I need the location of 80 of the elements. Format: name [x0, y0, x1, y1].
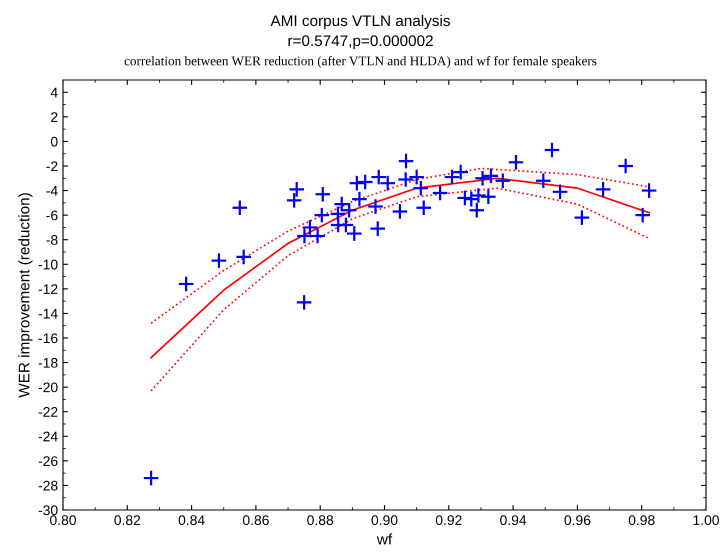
point	[142, 470, 160, 486]
y-tick-label: -24	[38, 432, 58, 442]
y-tick-label: -26	[38, 456, 58, 466]
y-tick-label: -2	[46, 161, 58, 172]
x-tick-label: 0.82	[114, 515, 140, 526]
point	[356, 174, 374, 190]
point	[296, 294, 313, 311]
point	[314, 186, 332, 203]
x-axis-title: wf	[376, 533, 392, 544]
point	[333, 196, 350, 212]
point	[210, 252, 228, 269]
text: correlation between WER reduction (after VTLN and HLDA) and wf for female speakers	[124, 56, 596, 68]
point	[432, 184, 449, 202]
point	[288, 180, 306, 198]
y-tick-label: -14	[38, 308, 58, 318]
y-axis-title: WER improvement (reduction)	[18, 193, 33, 398]
point	[338, 216, 354, 234]
y-tick-label: -22	[38, 407, 58, 417]
x-tick-label: 0.92	[436, 515, 462, 526]
point	[348, 174, 366, 192]
point	[313, 206, 330, 224]
line-series	[150, 168, 650, 324]
y-tick-label: 0	[50, 136, 58, 147]
x-tick-label: 0.90	[372, 515, 398, 526]
point	[482, 167, 500, 184]
point	[480, 188, 497, 206]
point	[379, 174, 396, 192]
point	[231, 199, 248, 216]
line-series	[150, 177, 650, 358]
y-tick-label: 4	[50, 88, 58, 98]
y-tick-label: -6	[46, 210, 58, 220]
x-tick-label: 0.98	[628, 515, 655, 526]
y-tick-label: -8	[46, 235, 58, 245]
point	[398, 152, 414, 170]
point	[544, 142, 560, 158]
point	[415, 199, 432, 216]
point	[634, 206, 652, 224]
line-series	[150, 187, 650, 392]
point	[494, 172, 512, 190]
y-tick-label: -10	[38, 260, 58, 270]
point	[235, 248, 252, 266]
point	[552, 183, 568, 200]
y-tick-label: -28	[38, 480, 58, 491]
x-tick-label: 0.80	[50, 515, 76, 526]
point	[594, 180, 612, 198]
y-tick-label: 2	[51, 112, 58, 122]
point	[640, 182, 658, 199]
point	[617, 158, 634, 174]
point	[367, 198, 384, 215]
y-tick-label: -16	[38, 333, 58, 344]
point	[309, 228, 326, 244]
point	[397, 171, 414, 188]
point	[369, 220, 386, 238]
point	[534, 172, 552, 190]
point	[412, 180, 430, 197]
chart-subtitle: r=0.5747,p=0.000002	[288, 35, 433, 50]
y-tick-label: -4	[46, 186, 58, 196]
point	[474, 170, 491, 187]
point	[392, 203, 408, 220]
x-tick-label: 1.00	[694, 515, 719, 526]
y-tick-label: -30	[38, 505, 58, 516]
point	[468, 202, 486, 219]
y-tick-label: -18	[38, 358, 58, 368]
point	[286, 192, 303, 209]
x-tick-label: 0.86	[242, 515, 269, 526]
x-tick-label: 0.94	[500, 515, 526, 526]
x-tick-label: 0.96	[564, 515, 590, 526]
point	[574, 209, 590, 226]
point	[370, 168, 388, 186]
point	[346, 225, 363, 242]
x-tick-label: 0.84	[178, 515, 205, 526]
chart-title: AMI corpus VTLN analysis	[270, 14, 450, 30]
y-tick-label: -12	[38, 284, 58, 294]
point	[351, 190, 368, 208]
point	[508, 154, 524, 171]
point	[340, 202, 358, 219]
point	[178, 276, 195, 292]
x-tick-label: 0.88	[307, 515, 334, 526]
point	[408, 168, 426, 186]
y-tick-label: -20	[38, 382, 58, 392]
